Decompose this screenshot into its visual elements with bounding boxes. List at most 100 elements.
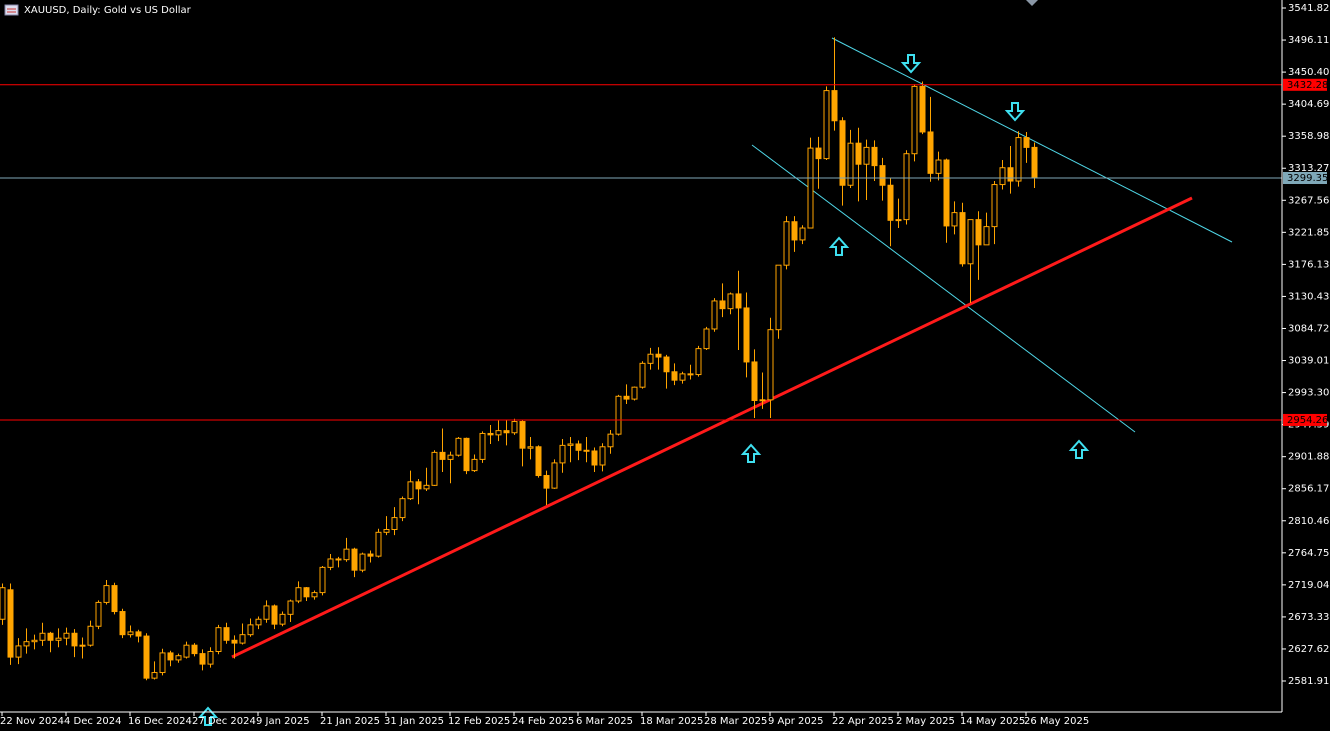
candle-body [447,454,454,460]
y-tick-label: 2856.17 [1288,484,1329,495]
candle-body [479,432,486,460]
candle-body [103,585,110,603]
price-tag-label: 3299.35 [1287,173,1328,184]
candle-body [847,142,854,186]
price-tag [1283,78,1327,91]
candle-body [295,587,302,602]
candle-body [895,219,902,222]
candle-body [943,159,950,227]
candle-body [783,221,790,266]
candle-body [487,432,494,436]
y-tick-label: 3450.40 [1288,67,1329,78]
candle-body [567,443,574,446]
price-tag [1283,413,1327,426]
x-tick-label: 9 Jan 2025 [256,716,310,727]
x-tick-label: 26 May 2025 [1024,716,1089,727]
candle-body [959,212,966,265]
candle-body [599,446,606,466]
candle-body [367,553,374,557]
candle-body [351,548,358,571]
candle-body [711,300,718,330]
channel-line [831,37,1233,243]
y-tick-label: 3267.56 [1288,195,1329,206]
candle-body [23,641,30,647]
candle-body [31,639,38,643]
candle-body [199,653,206,665]
candle-body [935,159,942,174]
candle-body [919,85,926,133]
candle-body [623,395,630,400]
y-tick-label: 3358.98 [1288,131,1329,142]
candle-body [407,481,414,500]
candle-body [767,329,774,401]
candle-body [143,635,150,679]
x-tick-label: 27 Dec 2024 [192,716,256,727]
y-tick-label: 2719.04 [1288,580,1329,591]
candle-body [7,589,14,658]
candle-body [119,611,126,636]
candle-body [159,652,166,674]
candle-body [903,153,910,221]
candle-body [815,147,822,160]
candle-body [1023,137,1030,148]
candle-body [607,433,614,448]
price-tag-label: 3432.28 [1287,80,1328,91]
candle-body [855,142,862,165]
candle-body [735,293,742,309]
chart-title: XAUUSD, Daily: Gold vs US Dollar [24,5,192,16]
candle-body [495,430,502,436]
candle-body [775,264,782,331]
candle-body [927,131,934,174]
y-tick-label: 3541.82 [1288,3,1329,14]
candle-body [911,85,918,155]
y-tick-label: 3404.69 [1288,99,1329,110]
x-tick-label: 31 Jan 2025 [384,716,444,727]
signal-arrow [900,54,922,74]
x-tick-label: 14 May 2025 [960,716,1025,727]
candle-body [983,226,990,246]
candle-body [839,120,846,186]
y-tick-label: 2581.91 [1288,676,1329,687]
candle-body [391,517,398,531]
candle-body [455,437,462,456]
candle-body [95,601,102,627]
candle-body [703,328,710,350]
candle-body [311,592,318,598]
candle-body [631,386,638,400]
candle-body [255,618,262,626]
candle-body [239,634,246,644]
candle-body [39,632,46,641]
candle-body [591,450,598,466]
y-tick-label: 3176.13 [1288,259,1329,270]
candle-body [719,300,726,310]
candle-body [111,585,118,613]
candle-body [879,165,886,186]
candle-body [151,672,158,679]
candle-body [279,613,286,625]
candle-body [399,498,406,519]
candle-body [1007,167,1014,182]
y-tick-label: 3039.01 [1288,356,1329,367]
candle-body [727,293,734,310]
candle-body [791,221,798,241]
x-tick-label: 16 Dec 2024 [128,716,192,727]
candle-body [663,356,670,373]
candle-body [863,146,870,165]
y-tick-label: 2810.46 [1288,516,1329,527]
candle-body [535,446,542,477]
y-tick-label: 2673.33 [1288,612,1329,623]
candle-body [999,167,1006,186]
candle-body [1031,146,1038,179]
candle-body [559,444,566,464]
x-tick-label: 22 Nov 2024 [0,716,64,727]
y-tick-label: 3130.43 [1288,291,1329,302]
candle-body [991,184,998,228]
candle-body [87,625,94,646]
y-tick-label: 3313.27 [1288,163,1329,174]
candle-body [975,219,982,246]
trend-line [231,196,1193,659]
candle-body [527,446,534,449]
candle-body [383,529,390,533]
candle-body [807,147,814,229]
candle-body [519,421,526,449]
